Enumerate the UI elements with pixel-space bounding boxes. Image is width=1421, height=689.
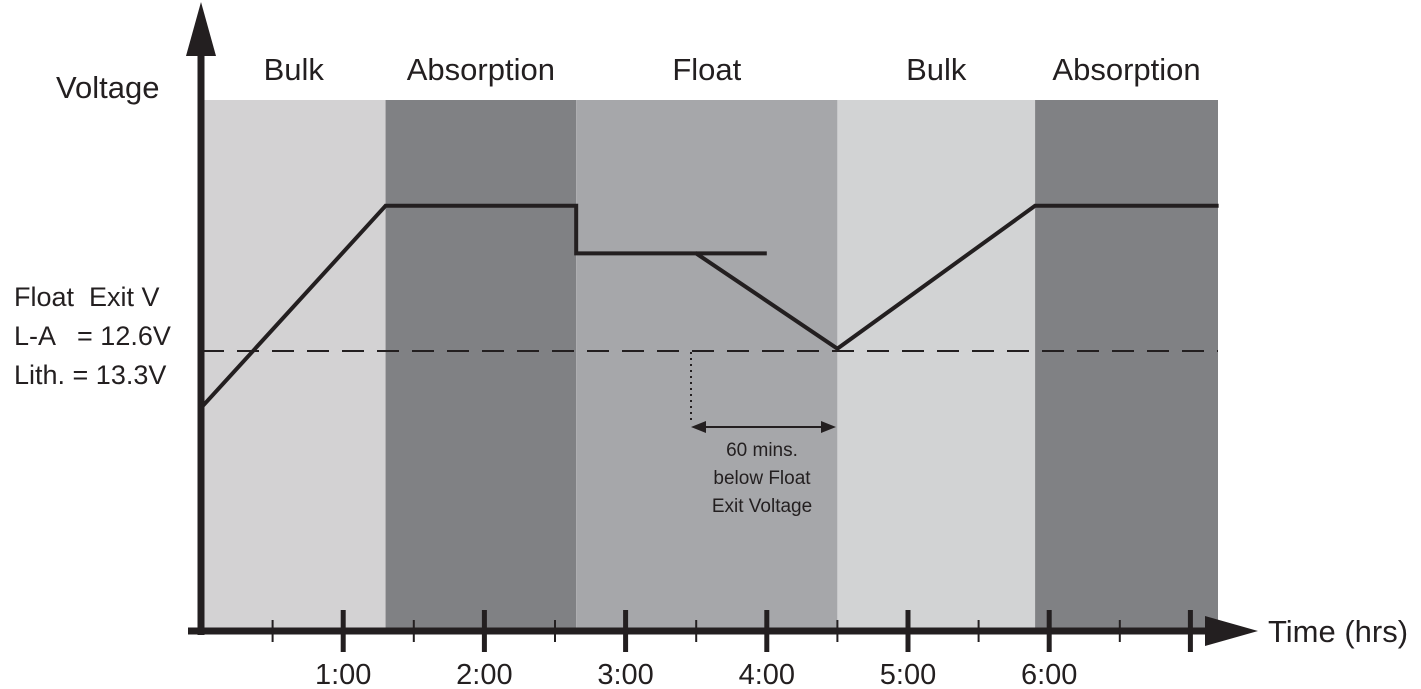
stage-label-3: Bulk (906, 52, 967, 87)
interval-arrow-left-head (691, 421, 706, 433)
stage-band-2 (576, 100, 838, 629)
voltage-trace-line (200, 203, 1219, 409)
stage-label-1: Absorption (407, 52, 555, 87)
stage-label-0: Bulk (264, 52, 325, 87)
y-axis-title: Voltage (56, 70, 159, 105)
x-tick-label: 2:00 (456, 659, 512, 689)
x-axis-title: Time (hrs) (1268, 614, 1408, 649)
interval-arrow-right-head (821, 421, 836, 433)
x-tick-label: 4:00 (739, 659, 795, 689)
x-axis-ticks (271, 610, 1193, 652)
stage-label-2: Float (672, 52, 741, 87)
stage-band-3 (837, 100, 1036, 629)
annotation-line-1: 60 mins. (726, 440, 798, 461)
annotation-line-2: below Float (713, 468, 811, 489)
x-axis-arrow-head (1205, 616, 1258, 646)
stage-band-1 (385, 100, 577, 629)
y-axis-arrow-head (186, 2, 216, 56)
annotation-line-3: Exit Voltage (712, 496, 812, 517)
float-exit-lithium: Lith. = 13.3V (14, 360, 166, 390)
stage-band-4 (1035, 100, 1218, 629)
x-tick-label: 1:00 (315, 659, 371, 689)
x-axis-tick-labels: 1:00 2:00 3:00 4:00 5:00 6:00 (315, 659, 1077, 689)
float-exit-heading: Float Exit V (14, 282, 160, 312)
stage-label-4: Absorption (1052, 52, 1200, 87)
stage-labels: Bulk Absorption Float Bulk Absorption (264, 52, 1201, 87)
stage-band-0 (202, 100, 386, 629)
stage-bands (202, 100, 1218, 629)
x-tick-label: 3:00 (597, 659, 653, 689)
x-tick-label: 5:00 (880, 659, 936, 689)
float-exit-lead-acid: L-A = 12.6V (14, 321, 171, 351)
x-tick-label: 6:00 (1021, 659, 1077, 689)
